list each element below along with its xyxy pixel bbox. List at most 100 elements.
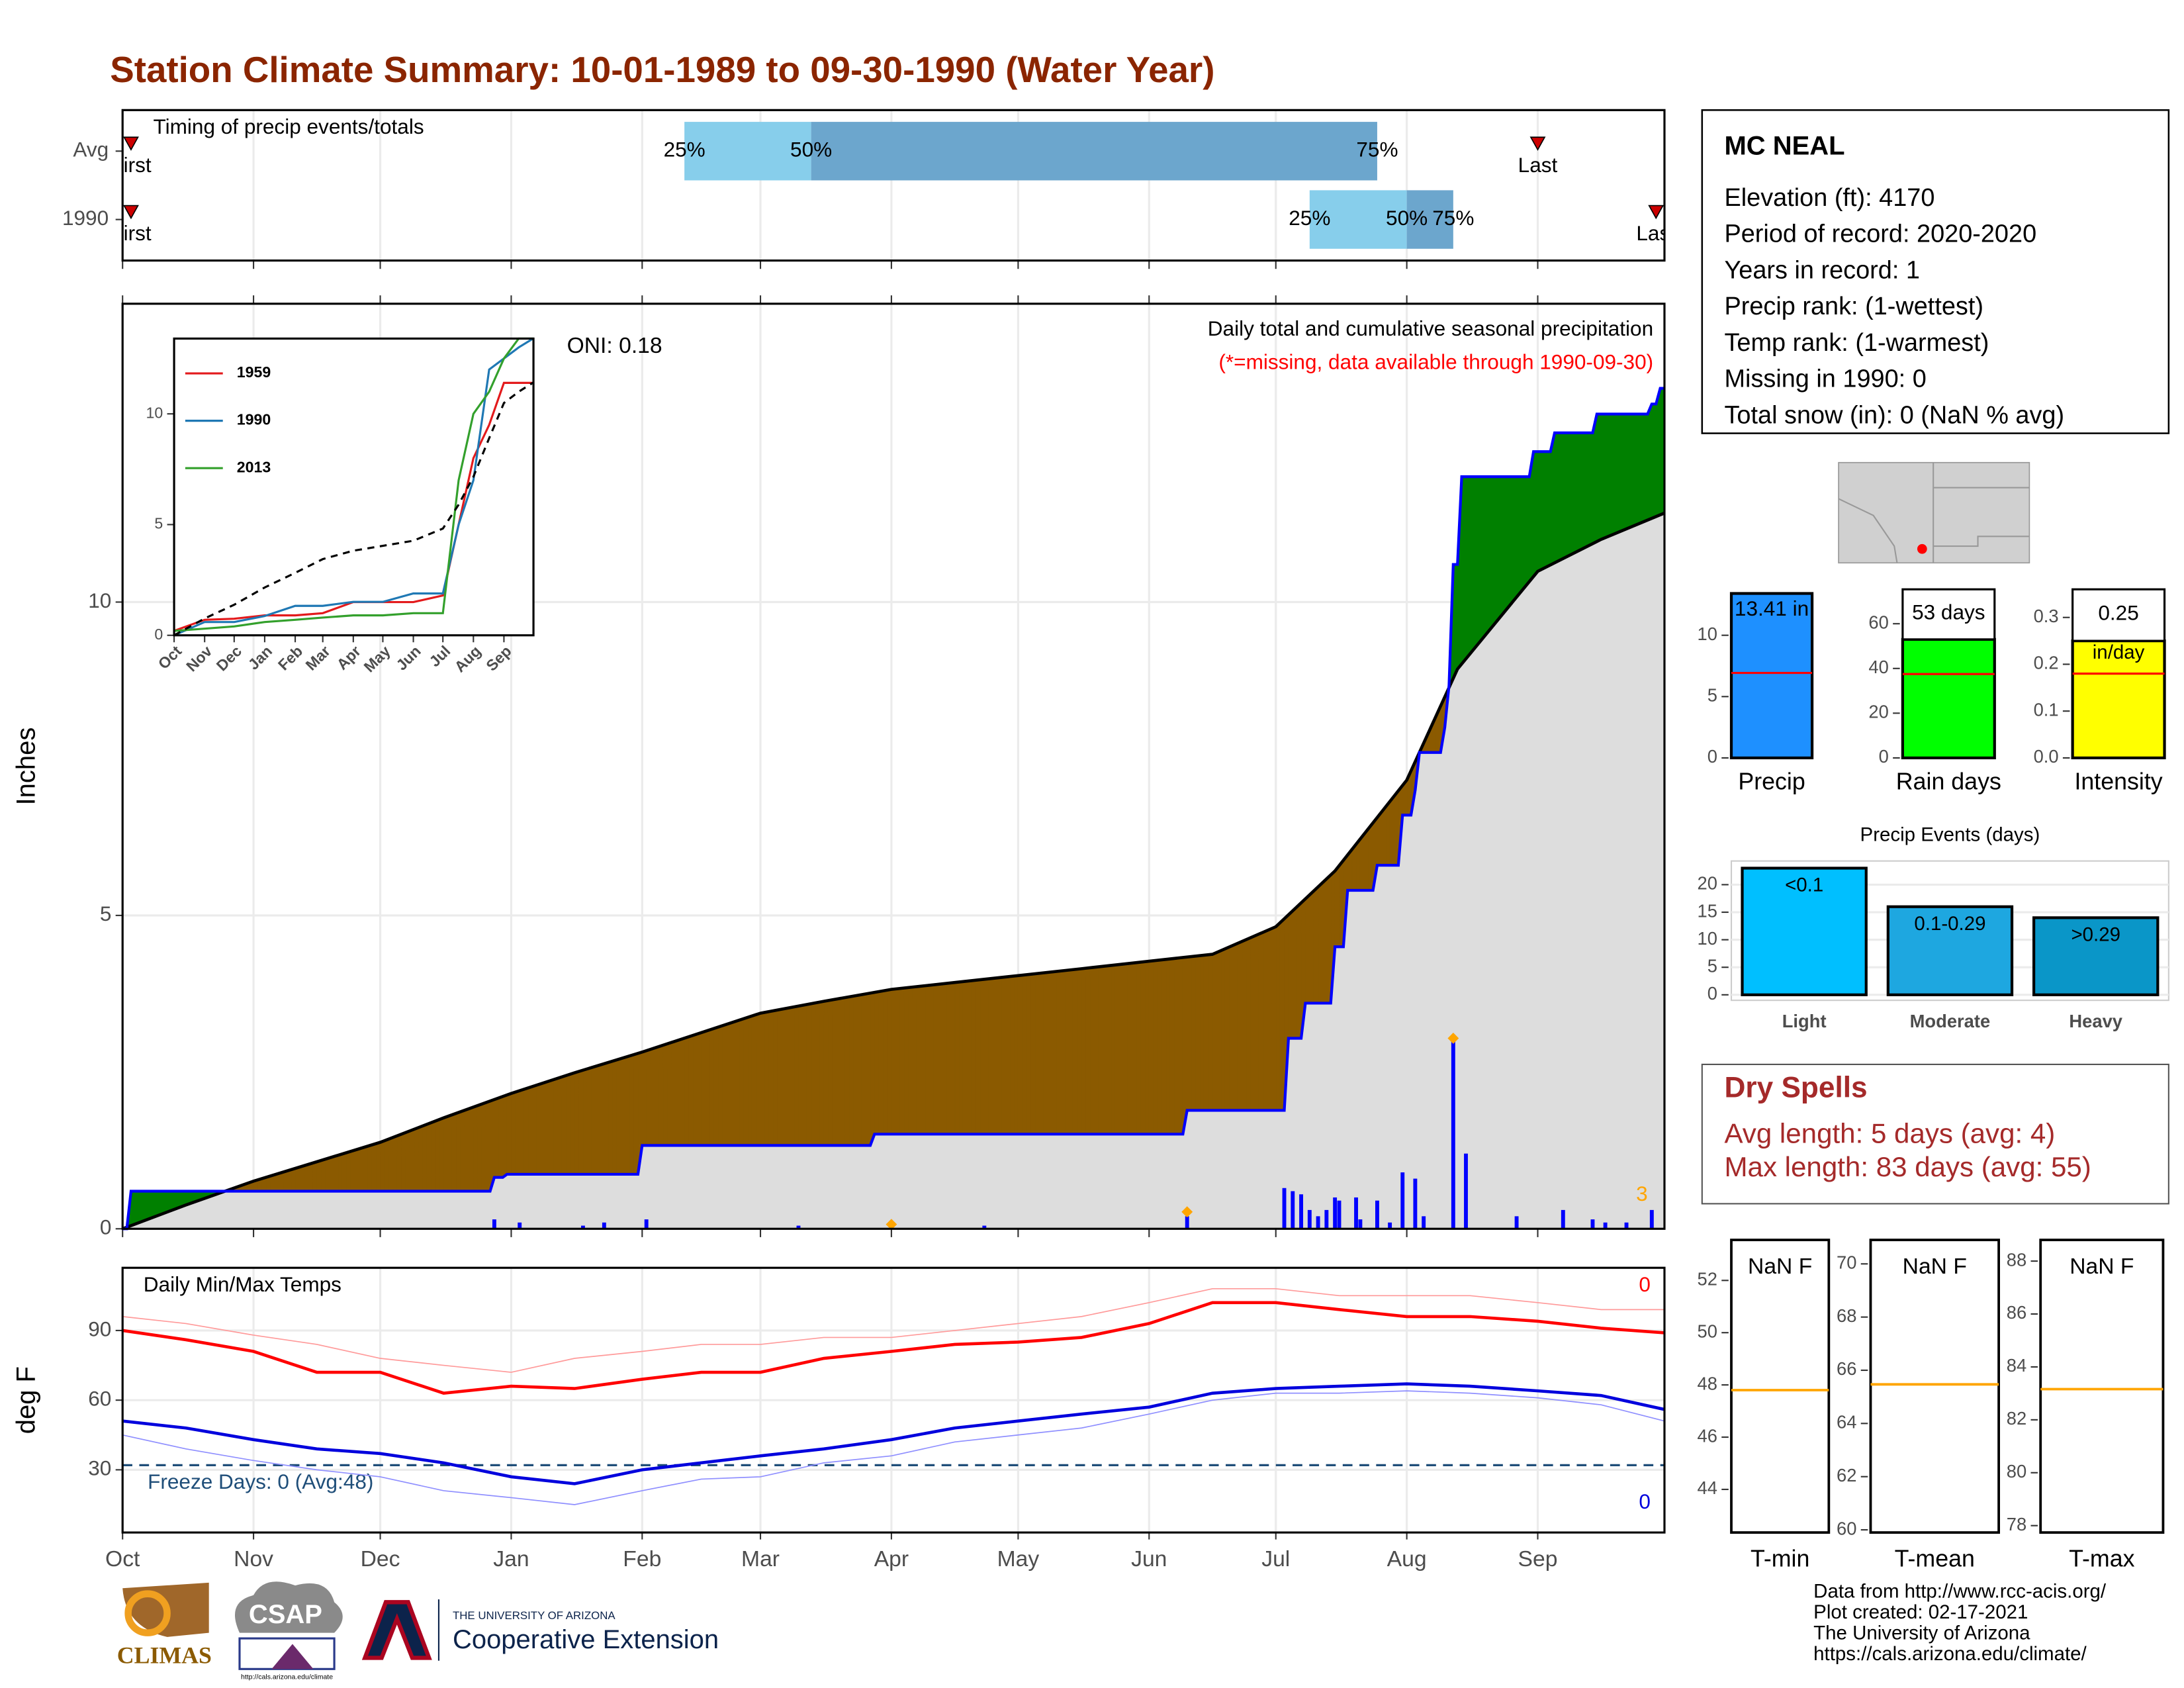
daily-bar	[492, 1219, 496, 1229]
station-line: Period of record: 2020-2020	[1724, 220, 2036, 248]
bar	[1886, 905, 2014, 996]
y-tick-label: 20	[1868, 702, 1888, 722]
quartile-bar	[1406, 190, 1453, 249]
legend-label: 2013	[237, 458, 271, 475]
min-count: 0	[1639, 1489, 1651, 1513]
daily-bar	[1624, 1222, 1629, 1229]
quartile-label: 25%	[664, 138, 705, 162]
y-tick-label: 46	[1698, 1425, 1717, 1446]
station-box	[1701, 109, 2170, 434]
panel-box	[1730, 1239, 1831, 1534]
daily-bar	[1561, 1209, 1565, 1229]
series-line	[173, 381, 534, 632]
x-tick-label: Jul	[1261, 1547, 1290, 1571]
logos: CLIMAS CSAP http://cals.arizona.edu/clim…	[117, 1581, 719, 1681]
y-tick-label: 0	[1707, 746, 1717, 767]
category-label: Intensity	[2074, 768, 2162, 794]
locator-map	[1838, 461, 2030, 564]
panel-box	[1869, 1239, 2000, 1534]
panel-border	[121, 303, 1666, 1230]
daily-bar	[1464, 1153, 1468, 1229]
station-line: Total snow (in): 0 (NaN % avg)	[1724, 401, 2064, 429]
climas-text: CLIMAS	[117, 1642, 212, 1669]
panel-border	[173, 337, 535, 637]
ua-logo	[361, 1600, 432, 1660]
bar	[1901, 637, 1996, 760]
daily-bar	[518, 1222, 522, 1229]
x-tick-label: Sep	[1518, 1547, 1558, 1571]
daily-bar	[581, 1225, 585, 1229]
daily-bar	[1514, 1216, 1519, 1229]
event-marker	[123, 205, 139, 220]
daily-bar	[1299, 1194, 1303, 1229]
value-label: NaN F	[1903, 1254, 1967, 1279]
y-axis-label: Inches	[12, 727, 41, 806]
value-label: NaN F	[2070, 1254, 2134, 1279]
daily-bar	[982, 1225, 987, 1229]
y-tick-label: 60	[1868, 612, 1888, 632]
csap-cloud	[234, 1581, 343, 1633]
daily-bar	[1354, 1197, 1358, 1229]
panel-box	[2039, 1239, 2165, 1534]
y-tick-label: 10	[146, 404, 163, 421]
observed-line	[122, 387, 1664, 1231]
y-tick-label: 0	[1879, 746, 1889, 767]
quartile-label: 50%	[790, 138, 832, 162]
bar	[1729, 592, 1814, 760]
y-tick-label: 70	[1837, 1252, 1856, 1273]
daily-bar	[1422, 1216, 1426, 1229]
value-label: 13.41 in	[1735, 596, 1809, 620]
y-tick-label: 60	[1837, 1518, 1856, 1538]
average-line	[122, 511, 1665, 1231]
daily-bar	[602, 1222, 606, 1229]
x-tick-label: Jun	[1131, 1547, 1167, 1571]
y-tick-label: 0.1	[2034, 699, 2059, 720]
ua-text: THE UNIVERSITY OF ARIZONA	[453, 1609, 615, 1622]
value-label: 0.25	[2098, 600, 2138, 624]
y-tick-label: 80	[2007, 1461, 2026, 1481]
y-tick-label: 68	[1837, 1305, 1856, 1326]
y-tick-label: 5	[1707, 685, 1717, 706]
max-count: 0	[1639, 1272, 1651, 1296]
event-label: First	[111, 221, 152, 245]
category-label: Light	[1782, 1011, 1827, 1031]
y-tick-label: 0	[154, 626, 163, 643]
y-tick-label: 64	[1837, 1412, 1856, 1432]
daily-bar	[796, 1225, 801, 1229]
daily-bar	[1388, 1222, 1392, 1229]
panel-border	[121, 109, 1666, 262]
y-tick-label: 50	[1698, 1321, 1717, 1341]
category-label: T-mean	[1895, 1546, 1975, 1572]
y-tick-label: 5	[154, 515, 163, 532]
daily-bar	[1649, 1209, 1654, 1229]
y-tick-label: 0	[1707, 983, 1717, 1004]
category-label: Moderate	[1910, 1011, 1991, 1031]
event-label: Last	[1636, 221, 1676, 245]
map-border	[1838, 498, 1898, 563]
x-tick-label: Oct	[105, 1547, 140, 1571]
panel-subtitle: Daily total and cumulative seasonal prec…	[1208, 316, 1653, 340]
bar-label: 0.1-0.29	[1914, 913, 1985, 935]
y-tick-label: 0.3	[2034, 606, 2059, 626]
quartile-bar	[684, 122, 811, 181]
quartile-label: 75%	[1432, 206, 1474, 230]
value-label-box	[1901, 588, 1996, 641]
bar-label: <0.1	[1785, 874, 1823, 896]
x-tick-label: Apr	[874, 1547, 909, 1571]
map-border	[1933, 536, 2030, 547]
panel-background	[174, 338, 534, 635]
daily-bar	[1590, 1219, 1595, 1229]
credit-line: The University of Arizona	[1813, 1622, 2030, 1644]
panel-border	[121, 1266, 1666, 1534]
missing-count: 3	[1636, 1182, 1648, 1205]
daily-bar	[1185, 1216, 1189, 1229]
climas-logo	[124, 1590, 171, 1636]
credit-line: Data from http://www.rcc-acis.org/	[1813, 1580, 2107, 1602]
y-tick-label: 44	[1698, 1477, 1717, 1498]
y-tick-label: 30	[88, 1456, 111, 1480]
csap-mountain	[271, 1644, 314, 1669]
daily-bar	[1307, 1209, 1312, 1229]
bar	[2032, 916, 2160, 996]
panel-title: Timing of precip events/totals	[154, 115, 424, 138]
station-line: Temp rank: (1-warmest)	[1724, 329, 1989, 357]
